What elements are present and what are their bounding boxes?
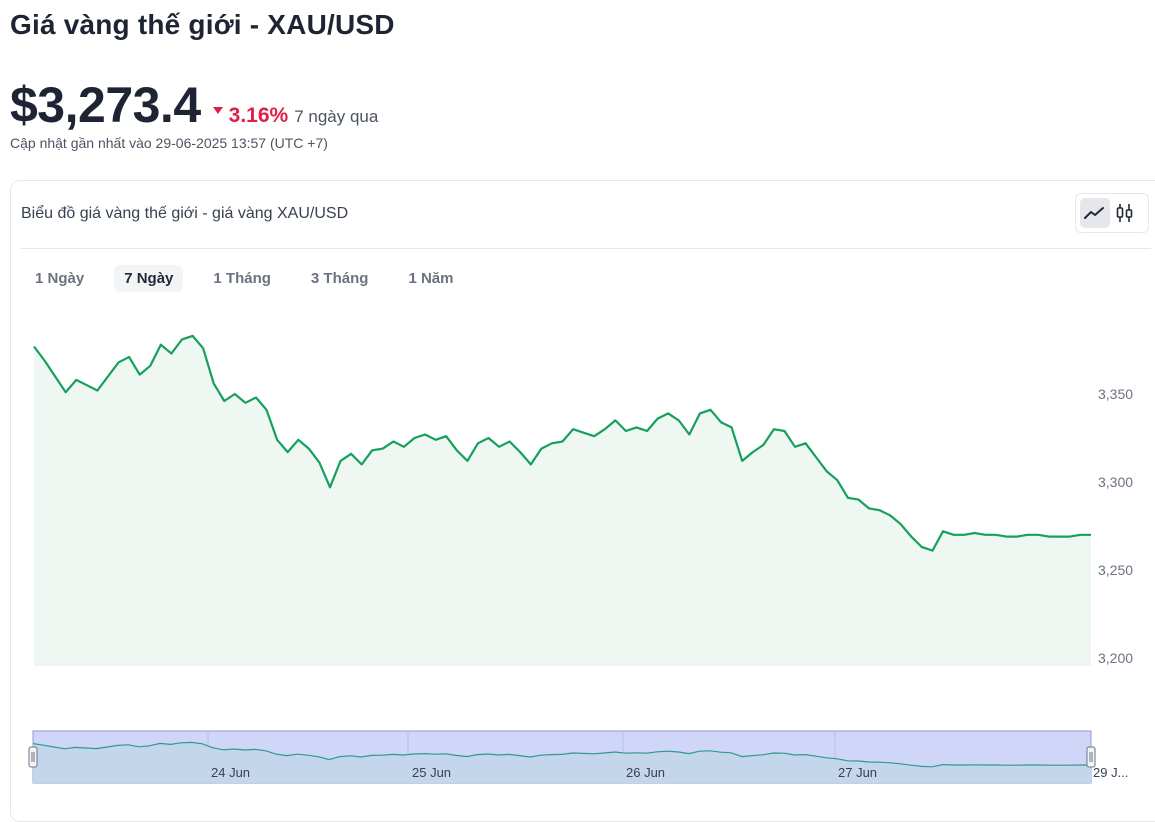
tab-1-month[interactable]: 1 Tháng — [213, 270, 271, 287]
navigator-x-label: 25 Jun — [412, 765, 451, 780]
navigator-line — [32, 741, 1091, 768]
y-tick-label: 3,350 — [1098, 386, 1133, 402]
candlestick-icon — [1116, 204, 1133, 222]
candlestick-chart-button[interactable] — [1110, 198, 1140, 228]
tab-1-year[interactable]: 1 Năm — [408, 270, 454, 287]
price-line — [33, 334, 1091, 552]
navigator-handle-right[interactable] — [1086, 746, 1096, 768]
line-chart-icon — [1084, 207, 1104, 219]
navigator-x-label: 27 Jun — [838, 765, 877, 780]
chart-card-title: Biểu đồ giá vàng thế giới - giá vàng XAU… — [21, 205, 349, 222]
price-area — [34, 335, 1091, 666]
navigator-x-label: 26 Jun — [626, 765, 665, 780]
navigator-handle-left[interactable] — [28, 746, 38, 768]
y-tick-label: 3,300 — [1098, 474, 1133, 490]
price-chart: 3,350 3,300 3,250 3,200 24 Jun 25 Jun 26 Jun 2… — [28, 334, 1133, 784]
down-arrow-icon — [212, 107, 223, 114]
tab-1-day[interactable]: 1 Ngày — [35, 270, 85, 287]
navigator-area — [33, 742, 1091, 783]
card-divider — [21, 248, 1151, 249]
change-percent: 3.16% — [228, 104, 289, 127]
current-price: $3,273.4 — [10, 77, 201, 133]
last-updated: Cập nhật gần nhất vào 29-06-2025 13:57 (… — [10, 135, 328, 151]
navigator-x-label: 29 J... — [1093, 765, 1128, 780]
line-chart-button[interactable] — [1080, 198, 1110, 228]
chart-type-switch — [1075, 193, 1149, 233]
tab-7-days[interactable]: 7 Ngày — [114, 265, 184, 292]
change-period: 7 ngày qua — [294, 107, 379, 126]
period-tabs: 1 Ngày 7 Ngày 1 Tháng 3 Tháng 1 Năm — [25, 265, 483, 292]
tab-3-months[interactable]: 3 Tháng — [310, 270, 369, 287]
page-title: Giá vàng thế giới - XAU/USD — [10, 9, 395, 40]
y-tick-label: 3,250 — [1098, 562, 1133, 578]
y-tick-label: 3,200 — [1098, 650, 1133, 666]
price-summary: $3,273.4 3.16% 7 ngày qua — [10, 76, 378, 134]
navigator-x-label: 24 Jun — [211, 765, 250, 780]
